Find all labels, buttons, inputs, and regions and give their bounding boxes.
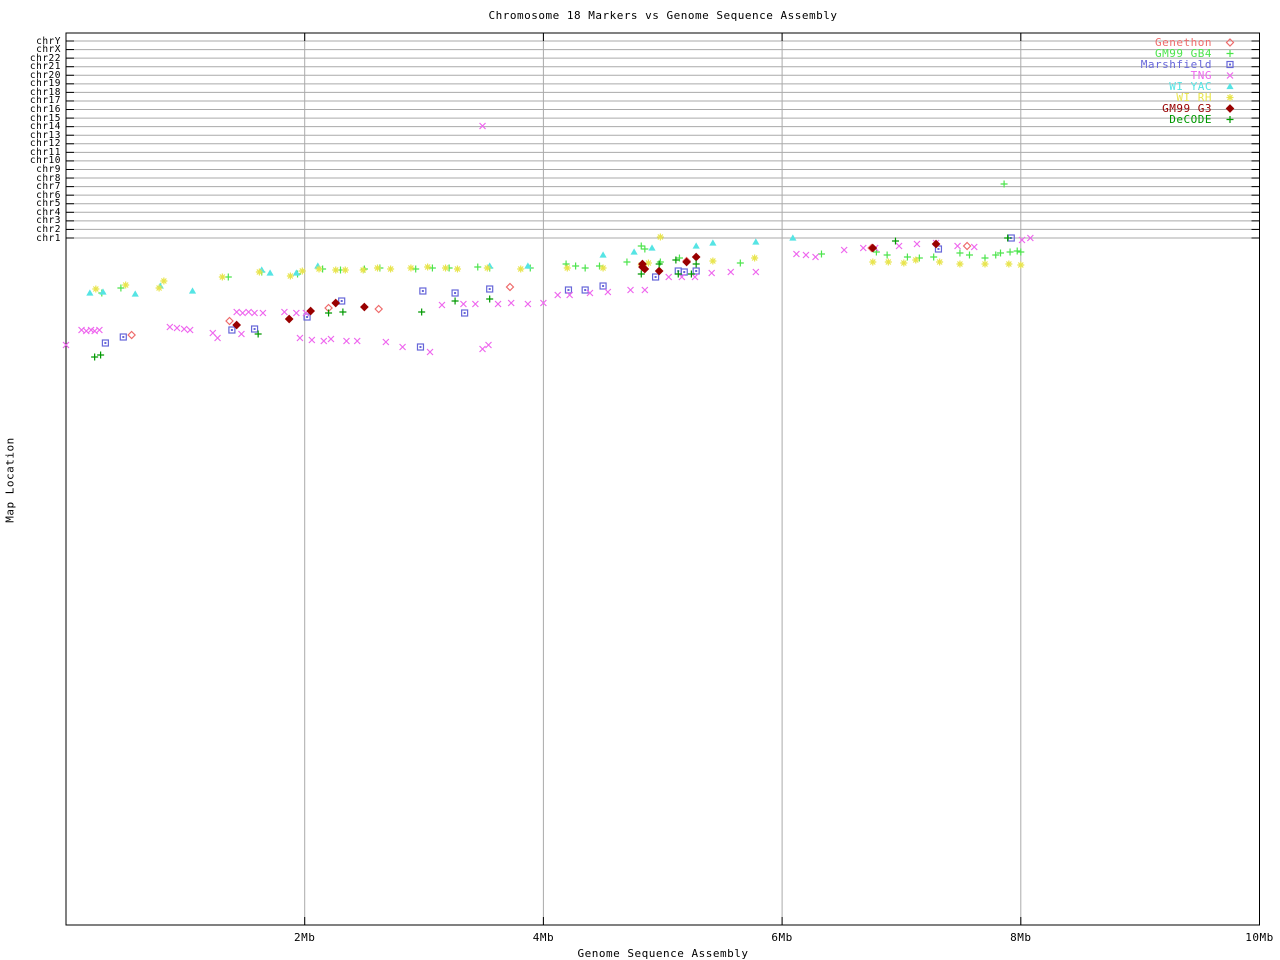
series-genethon-points	[127, 241, 972, 340]
gridlines	[66, 33, 1260, 925]
dot-square-icon	[1212, 59, 1248, 70]
star-icon	[1212, 92, 1248, 103]
series-tng-points	[62, 122, 1034, 356]
y-tick-label-chr6: chr6	[36, 189, 61, 201]
x-tick-label-4mb: 4Mb	[532, 931, 555, 944]
y-tick-label-chr9: chr9	[36, 163, 61, 175]
y-tick-label-chr1: chr1	[36, 232, 61, 244]
x-tick-label-2mb: 2Mb	[294, 931, 316, 944]
chart-title: Chromosome 18 Markers vs Genome Sequence…	[488, 9, 838, 22]
y-tick-label-chrY: chrY	[36, 35, 61, 47]
plus-icon	[1212, 114, 1248, 125]
legend-item-label: WI YAC	[1169, 80, 1212, 93]
series-wi-yac-points	[86, 234, 797, 297]
y-tick-label-chr3: chr3	[36, 215, 61, 227]
legend-item-tng: TNG	[1020, 70, 1248, 81]
legend: Genethon GM99 GB4 Marshfield TNG WI YAC WI RH…	[1020, 37, 1248, 125]
legend-item-label: GM99 GB4	[1155, 47, 1212, 60]
series-marshfield-points	[101, 234, 1015, 351]
y-tick-label-chr4: chr4	[36, 206, 61, 218]
y-tick-label-chr19: chr19	[29, 78, 61, 90]
y-tick-label-chr18: chr18	[29, 86, 61, 98]
x-axis-label: Genome Sequence Assembly	[577, 947, 749, 960]
x-tick-label-6mb: 6Mb	[771, 931, 793, 944]
y-tick-label-chr7: chr7	[36, 181, 61, 193]
legend-item-gm99-gb4: GM99 GB4	[1020, 48, 1248, 59]
y-tick-label-chr17: chr17	[29, 95, 61, 107]
x-tick-label-8mb: 8Mb	[1010, 931, 1032, 944]
y-tick-label-chr20: chr20	[29, 69, 61, 81]
y-tick-label-chr13: chr13	[29, 129, 61, 141]
legend-item-label: Genethon	[1155, 36, 1212, 49]
cross-icon	[1212, 70, 1248, 81]
y-tick-label-chr10: chr10	[29, 155, 61, 167]
plus-icon	[1212, 48, 1248, 59]
y-tick-label-chr16: chr16	[29, 104, 61, 116]
legend-item-label: WI RH	[1176, 91, 1212, 104]
legend-item-genethon: Genethon	[1020, 37, 1248, 48]
series-gm99-g3-points	[232, 239, 941, 330]
open-diamond-icon	[1212, 37, 1248, 48]
filled-triangle-icon	[1212, 81, 1248, 92]
series-decode-points	[91, 234, 1012, 361]
legend-item-gm99-g3: GM99 G3	[1020, 103, 1248, 114]
y-tick-label-chr5: chr5	[36, 198, 61, 210]
legend-item-decode: DeCODE	[1020, 114, 1248, 125]
filled-diamond-icon	[1212, 103, 1248, 114]
legend-item-wi-rh: WI RH	[1020, 92, 1248, 103]
y-tick-label-chr22: chr22	[29, 52, 61, 64]
y-tick-label-chr21: chr21	[29, 61, 61, 73]
x-tick-label-10mb: 10Mb	[1245, 931, 1274, 944]
y-tick-label-chrX: chrX	[36, 44, 61, 56]
series-wi-rh-points	[92, 233, 1025, 293]
y-tick-label-chr2: chr2	[36, 223, 61, 235]
legend-item-label: Marshfield	[1140, 58, 1212, 71]
legend-item-label: TNG	[1190, 69, 1212, 82]
y-tick-label-chr11: chr11	[29, 146, 61, 158]
axes	[65, 32, 1260, 926]
legend-item-marshfield: Marshfield	[1020, 59, 1248, 70]
y-tick-label-chr15: chr15	[29, 112, 61, 124]
y-tick-label-chr12: chr12	[29, 138, 61, 150]
y-tick-label-chr14: chr14	[29, 121, 61, 133]
y-tick-label-chr8: chr8	[36, 172, 61, 184]
legend-item-wi-yac: WI YAC	[1020, 81, 1248, 92]
legend-item-label: DeCODE	[1169, 113, 1212, 126]
legend-item-label: GM99 G3	[1162, 102, 1212, 115]
